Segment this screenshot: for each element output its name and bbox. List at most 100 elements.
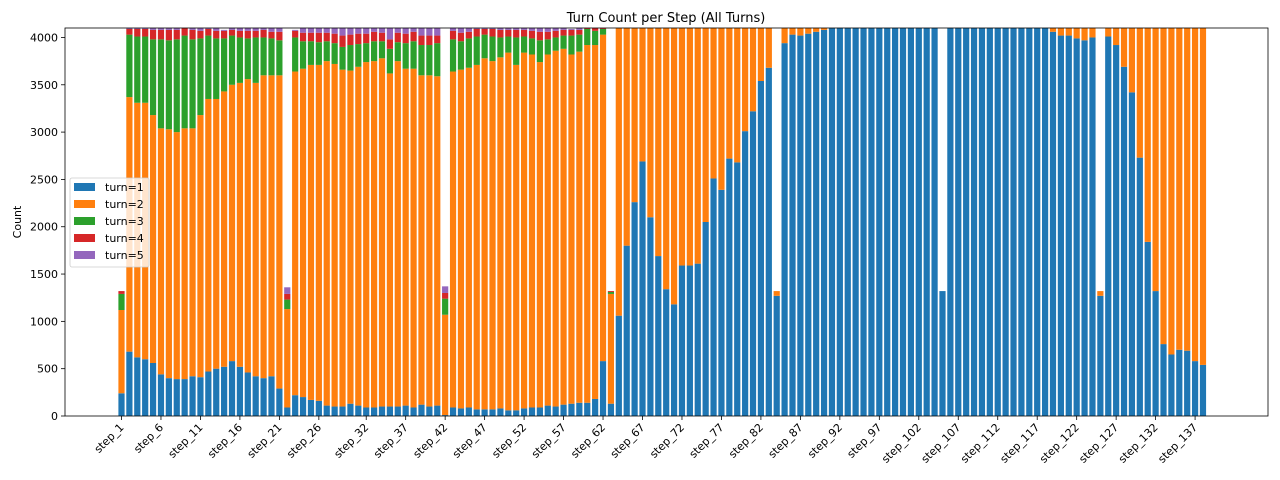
bar-step_102-turn1 [915, 28, 922, 416]
bar-step_13-turn1 [213, 368, 220, 416]
bar-step_85-turn2 [781, 28, 788, 44]
bar-step_97-turn1 [876, 28, 883, 416]
bar-step_34-turn3 [378, 41, 386, 59]
bar-step_133-turn2 [1160, 28, 1167, 345]
bar-step_48-turn2 [489, 61, 496, 410]
bar-step_72-turn2 [678, 28, 686, 266]
bar-step_109-turn1 [970, 28, 978, 416]
bar-step_18-turn2 [252, 82, 259, 377]
bar-step_114-turn1 [1010, 28, 1017, 416]
bar-step_40-turn3 [426, 45, 433, 76]
bar-step_86-turn2 [789, 28, 796, 35]
bar-step_81-turn2 [749, 28, 757, 112]
bar-step_75-turn2 [702, 28, 709, 222]
bar-step_52-turn1 [520, 408, 528, 416]
bar-step_89-turn2 [813, 28, 820, 32]
bar-step_7-turn2 [165, 129, 172, 379]
bar-step_63-turn2 [607, 293, 615, 404]
bar-step_8-turn4 [173, 29, 180, 40]
bar-step_126-turn1 [1105, 36, 1112, 417]
bar-step_42-turn3 [442, 298, 449, 315]
bar-step_50-turn3 [505, 36, 512, 53]
bar-step_37-turn5 [402, 28, 409, 34]
bar-step_70-turn2 [663, 28, 670, 290]
bar-step_134-turn1 [1168, 354, 1175, 416]
bar-step_3-turn5 [134, 28, 141, 29]
bar-step_1-turn3 [118, 293, 125, 311]
bar-step_65-turn2 [623, 28, 630, 246]
bar-step_54-turn3 [536, 40, 543, 63]
bar-step_128-turn2 [1120, 28, 1128, 67]
bar-step_26-turn3 [315, 42, 322, 65]
bar-step_106-turn1 [947, 28, 954, 416]
bar-step_118-turn1 [1042, 28, 1049, 416]
bar-step_23-turn4 [292, 30, 299, 38]
bar-step_56-turn4 [552, 30, 559, 38]
bar-step_40-turn5 [426, 28, 433, 36]
bar-step_129-turn2 [1128, 28, 1136, 93]
legend-label-turn2: turn=2 [105, 198, 144, 211]
bar-step_34-turn5 [378, 28, 386, 33]
bar-step_26-turn4 [315, 32, 322, 43]
bar-step_130-turn1 [1136, 157, 1143, 416]
bar-step_16-turn4 [236, 30, 244, 38]
bar-step_69-turn2 [655, 28, 662, 257]
bar-step_31-turn3 [355, 44, 362, 67]
bar-step_11-turn4 [197, 30, 204, 39]
bar-step_28-turn2 [331, 63, 338, 407]
bar-step_7-turn3 [165, 40, 172, 130]
bar-step_101-turn1 [907, 28, 914, 416]
bar-step_120-turn1 [1057, 35, 1064, 416]
bar-step_41-turn3 [434, 43, 441, 77]
bar-step_38-turn4 [410, 31, 417, 42]
bar-step_17-turn1 [244, 372, 251, 416]
bar-step_3-turn4 [134, 28, 141, 37]
bar-step_9-turn2 [181, 128, 188, 380]
bar-step_18-turn3 [252, 37, 259, 83]
bar-step_55-turn2 [544, 54, 551, 406]
bar-step_66-turn1 [631, 202, 638, 416]
bar-step_18-turn5 [252, 28, 259, 31]
bar-step_85-turn1 [781, 43, 788, 416]
bar-step_16-turn2 [236, 82, 244, 367]
bar-step_4-turn4 [142, 28, 149, 37]
bar-step_47-turn2 [481, 58, 488, 410]
bar-step_59-turn3 [576, 34, 583, 52]
bar-step_5-turn2 [149, 115, 157, 363]
bar-step_6-turn5 [157, 28, 165, 30]
bar-step_53-turn2 [528, 54, 536, 408]
bar-step_63-turn3 [607, 292, 615, 294]
bar-step_137-turn2 [1191, 28, 1199, 362]
bar-step_40-turn1 [426, 406, 433, 416]
bar-step_45-turn4 [465, 31, 472, 39]
bar-step_1-turn1 [118, 393, 125, 416]
bar-step_24-turn2 [299, 68, 307, 398]
bar-step_45-turn3 [465, 38, 472, 68]
bar-step_103-turn1 [923, 28, 930, 416]
bar-step_63-turn4 [607, 291, 615, 293]
bar-step_35-turn1 [386, 406, 393, 416]
bar-step_22-turn4 [284, 293, 291, 300]
bar-step_62-turn2 [599, 34, 607, 362]
bar-step_33-turn3 [371, 41, 378, 62]
bar-step_14-turn4 [221, 30, 228, 39]
bar-step_136-turn1 [1184, 350, 1191, 416]
bar-step_57-turn3 [560, 35, 567, 49]
bar-step_58-turn4 [568, 29, 575, 36]
bar-step_76-turn2 [710, 28, 717, 179]
bar-step_11-turn1 [197, 377, 204, 416]
bar-step_53-turn5 [528, 28, 536, 31]
bar-step_59-turn1 [576, 402, 583, 416]
bar-step_78-turn2 [726, 28, 733, 159]
bar-step_34-turn1 [378, 406, 386, 416]
bar-step_138-turn2 [1199, 28, 1207, 365]
bar-step_46-turn5 [473, 28, 480, 29]
bar-step_32-turn2 [363, 62, 370, 408]
bar-step_64-turn1 [615, 315, 622, 416]
bar-step_38-turn1 [410, 407, 417, 416]
bar-step_121-turn1 [1065, 35, 1072, 416]
bar-step_12-turn5 [205, 28, 212, 29]
bar-step_29-turn1 [339, 406, 346, 416]
bar-step_42-turn2 [442, 314, 449, 416]
bar-step_20-turn1 [268, 376, 275, 416]
